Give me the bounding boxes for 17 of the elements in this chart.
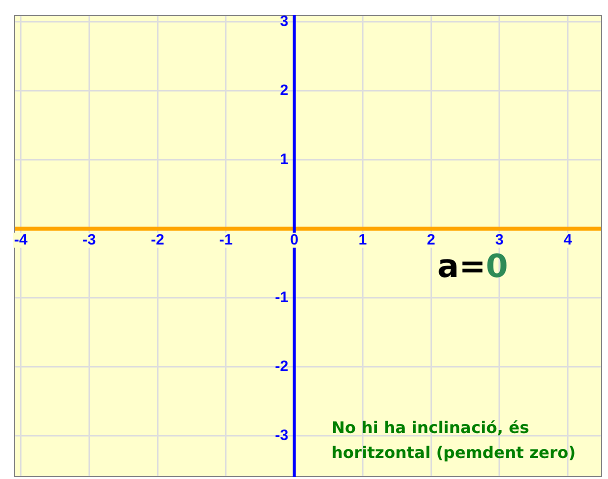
x-tick-label: 4	[564, 231, 573, 248]
y-tick-label: 2	[280, 82, 288, 99]
x-tick-label: -1	[219, 231, 233, 248]
y-tick-label: -3	[274, 426, 288, 444]
y-tick-label: -1	[274, 288, 288, 306]
x-tick-label: 3	[495, 231, 504, 248]
y-tick-label: 3	[280, 13, 288, 30]
x-tick-label: -2	[150, 231, 164, 248]
annotation: a=0	[437, 246, 508, 285]
x-tick-label: -4	[14, 231, 28, 248]
x-tick-label: 2	[426, 231, 436, 248]
x-tick-label: -3	[82, 231, 96, 248]
y-tick-label: 1	[280, 150, 288, 168]
annotation: No hi ha inclinació, és horitzontal (pemdent zero)	[332, 418, 576, 462]
y-tick-label: -2	[274, 358, 288, 375]
x-tick-label: 1	[358, 231, 367, 248]
x-tick-label: 0	[290, 231, 298, 248]
